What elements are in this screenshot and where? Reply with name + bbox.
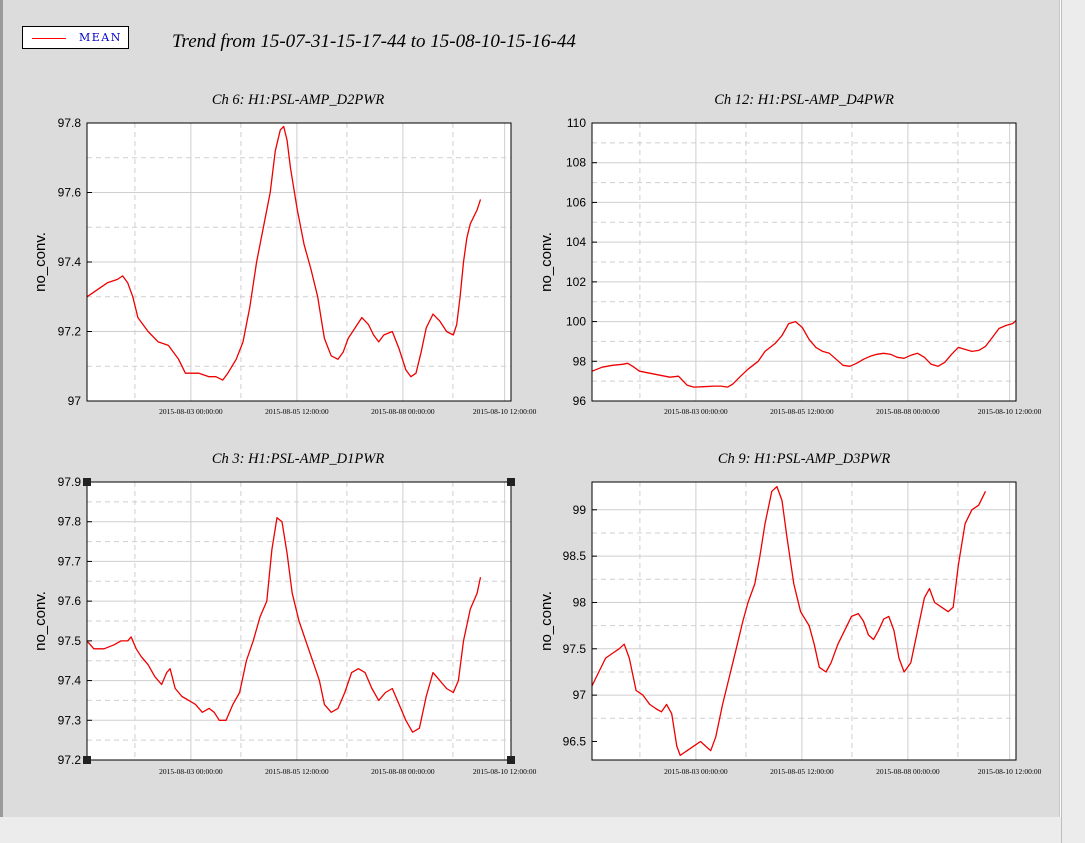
y-tick-label: 97.6 [58,186,82,200]
y-tick-label: 97.4 [58,674,82,688]
selection-handle[interactable] [507,478,515,486]
y-axis-label: no_conv. [32,591,49,651]
plot-area [592,482,1016,760]
y-tick-label: 108 [566,156,586,170]
vertical-scrollbar[interactable] [1061,0,1085,843]
x-tick-label: 2015-08-03 00:00:00 [664,407,728,416]
x-tick-label: 2015-08-05 12:00:00 [265,767,329,776]
y-tick-label: 98 [573,354,587,368]
x-tick-label: 2015-08-10 12:00:00 [473,767,537,776]
selection-handle[interactable] [83,756,91,764]
plot-frame [591,481,1017,761]
legend: MEAN [22,26,129,49]
chart-title: Ch 12: H1:PSL-AMP_D4PWR [714,92,894,108]
y-tick-label: 97.9 [58,475,82,489]
x-tick-label: 2015-08-10 12:00:00 [978,407,1042,416]
series-line-mean [591,320,1017,388]
chart-4: 96.5 97 97.5 98 98.5 99 2015-08-03 00:00:00 201… [538,451,1042,776]
legend-label: MEAN [79,31,122,44]
y-tick-label: 97.8 [58,116,82,130]
y-tick-label: 97.5 [563,642,587,656]
plot-frame [86,122,512,402]
x-tick-label: 2015-08-08 00:00:00 [371,767,435,776]
plot-frame [86,481,512,761]
legend-line-swatch [32,38,66,39]
y-tick-label: 98 [573,595,587,609]
y-tick-label: 97 [573,688,587,702]
x-tick-label: 2015-08-10 12:00:00 [978,767,1042,776]
x-tick-label: 2015-08-08 00:00:00 [371,407,435,416]
y-tick-label: 98.5 [563,549,587,563]
horizontal-scrollbar[interactable] [0,817,1061,843]
y-tick-label: 104 [566,235,586,249]
y-axis-label: no_conv. [32,232,49,292]
y-tick-label: 97.3 [58,713,82,727]
x-tick-label: 2015-08-05 12:00:00 [770,767,834,776]
x-tick-label: 2015-08-05 12:00:00 [265,407,329,416]
x-tick-label: 2015-08-03 00:00:00 [159,767,223,776]
y-tick-label: 97.6 [58,594,82,608]
x-tick-label: 2015-08-03 00:00:00 [664,767,728,776]
y-tick-label: 99 [573,503,587,517]
y-tick-label: 97.2 [58,753,82,767]
chart-title: Ch 6: H1:PSL-AMP_D2PWR [212,92,385,108]
y-tick-label: 110 [567,116,586,130]
y-tick-label: 96.5 [563,734,587,748]
series-line-mean [86,517,482,733]
x-tick-label: 2015-08-08 00:00:00 [876,767,940,776]
chart-title: Ch 9: H1:PSL-AMP_D3PWR [718,451,891,467]
y-tick-label: 96 [573,394,587,408]
y-tick-label: 100 [566,315,586,329]
selection-handle[interactable] [507,756,515,764]
y-tick-label: 97.8 [58,515,82,529]
y-axis-label: no_conv. [538,591,555,651]
x-tick-label: 2015-08-10 12:00:00 [473,407,537,416]
chart-3: 97.2 97.3 97.4 97.5 97.6 97.7 97.8 97.9 2015-08-… [32,451,537,776]
series-line-mean [591,485,987,757]
chart-2: 96 98 100 102 104 106 108 110 2015-08-03 00:00:0… [538,92,1042,416]
y-tick-label: 97.2 [58,325,82,339]
main-title: Trend from 15-07-31-15-17-44 to 15-08-10… [172,31,576,52]
y-tick-label: 97 [68,394,82,408]
y-tick-label: 97.5 [58,634,82,648]
y-tick-label: 106 [566,195,586,209]
selection-handle[interactable] [83,478,91,486]
chart-title: Ch 3: H1:PSL-AMP_D1PWR [212,451,385,467]
y-tick-label: 102 [566,275,586,289]
x-tick-label: 2015-08-08 00:00:00 [876,407,940,416]
y-axis-label: no_conv. [538,232,555,292]
x-tick-label: 2015-08-05 12:00:00 [770,407,834,416]
series-line-mean [86,125,482,381]
plot-frame [591,122,1017,402]
y-tick-label: 97.4 [58,255,82,269]
x-tick-label: 2015-08-03 00:00:00 [159,407,223,416]
chart-1: 97 97.2 97.4 97.6 97.8 2015-08-03 00:00:00 201… [32,92,537,416]
y-tick-label: 97.7 [58,554,82,568]
charts-area: 97 97.2 97.4 97.6 97.8 2015-08-03 00:00:00 201… [32,92,1042,776]
